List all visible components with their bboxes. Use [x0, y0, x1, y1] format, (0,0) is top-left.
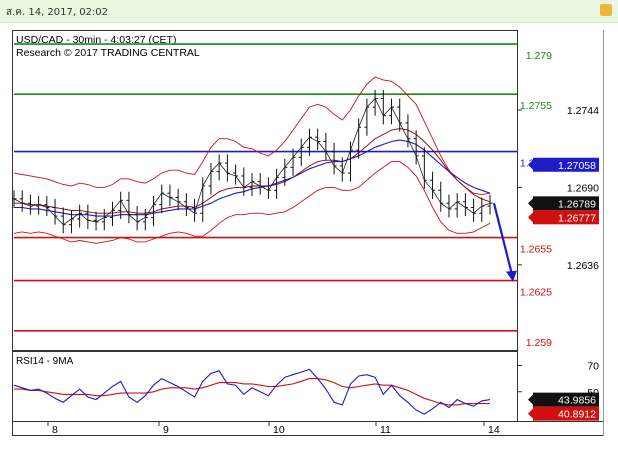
y-tick-label: 1.2636	[567, 260, 599, 272]
level-label: 1.2625	[520, 287, 552, 299]
date-time-label: ส.ค. 14, 2017, 02:02	[6, 7, 109, 18]
price-badge-group: 1.27058 1.26789 1.26777	[528, 157, 599, 225]
price-badge	[533, 210, 599, 225]
rsi-badge-pointer	[528, 394, 533, 405]
rsi-badge-pointer	[528, 408, 533, 419]
x-tick-label: 11	[380, 424, 391, 436]
price-badge-pointer	[528, 212, 533, 223]
projection-arrow-shaft	[492, 202, 514, 275]
rsi-badge-label: 43.9856	[558, 395, 596, 407]
price-badge	[533, 157, 599, 172]
rsi-title: RSI14 - 9MA	[16, 356, 74, 367]
top-bar: ส.ค. 14, 2017, 02:02	[0, 0, 618, 23]
rsi-line	[13, 368, 491, 415]
rsi-ma-line	[14, 378, 490, 406]
y-tick-label: 1.2744	[567, 105, 599, 117]
projection-arrow-head	[506, 270, 517, 282]
x-tick-label: 8	[52, 424, 58, 436]
price-plot-area	[12, 30, 518, 351]
level-label: 1.279	[526, 50, 552, 62]
level-label: 1.2655	[520, 244, 552, 256]
price-badge	[533, 196, 599, 211]
level-label: 1.259	[526, 337, 552, 349]
chart-frame: USD/CAD - 30min - 4:03:27 (CET) Research…	[11, 30, 604, 436]
x-axis-bar	[12, 421, 604, 436]
chart-subtitle: Research © 2017 TRADING CENTRAL	[16, 47, 200, 59]
usdcad-chart: USD/CAD - 30min - 4:03:27 (CET) Research…	[11, 30, 604, 436]
bollinger-upper	[13, 76, 491, 196]
price-badge-pointer	[528, 198, 533, 209]
y-tick-label: 1.2690	[567, 182, 599, 194]
trading-central-icon	[600, 4, 612, 16]
close-line	[13, 97, 491, 226]
price-badge-label: 1.27058	[558, 160, 596, 172]
chart-title: USD/CAD - 30min - 4:03:27 (CET)	[16, 34, 176, 46]
bollinger-lower	[13, 161, 491, 244]
x-tick-label: 10	[273, 424, 285, 436]
y-tick-group: 1.2744 1.2690 1.2636	[517, 105, 599, 272]
rsi-badge-label: 40.8912	[558, 409, 596, 421]
rsi-tick-label: 70	[587, 361, 599, 373]
price-badge-label: 1.26777	[558, 212, 596, 224]
price-badge-pointer	[528, 159, 533, 170]
x-tick-label: 14	[488, 424, 500, 436]
rsi-badge	[533, 406, 599, 421]
rsi-badge	[533, 392, 599, 407]
x-tick-label: 9	[163, 424, 169, 436]
price-badge-label: 1.26789	[558, 198, 596, 210]
level-label: 1.2755	[520, 100, 552, 112]
x-tick-group: 8 9 10 11 14	[47, 421, 500, 436]
price-group	[11, 89, 517, 282]
